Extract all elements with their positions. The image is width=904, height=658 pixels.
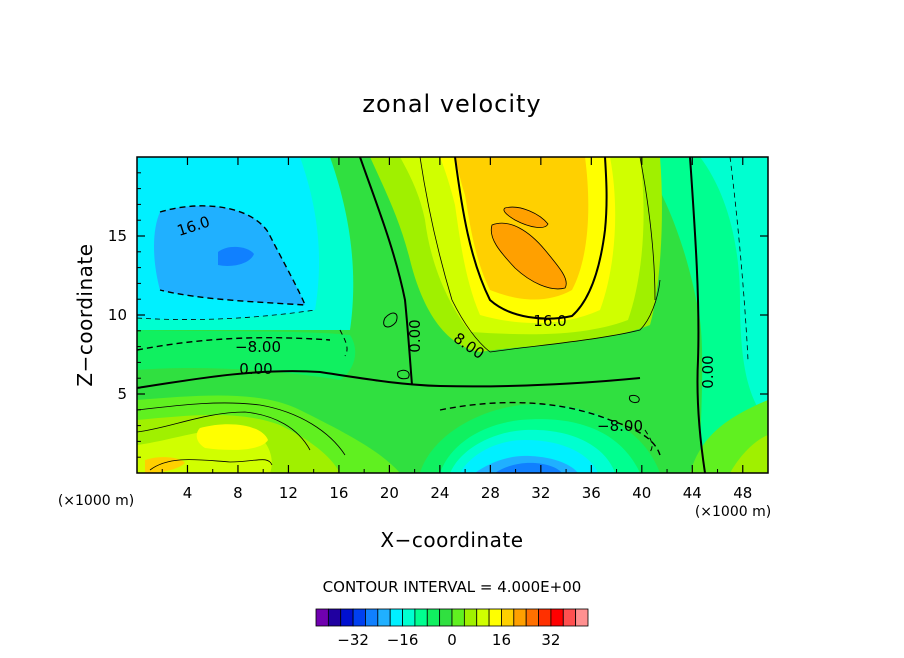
x-unit-label-right: (×1000 m)	[695, 504, 771, 520]
x-axis: 4 8 12 16 20 24 28 32 36 40 44 48	[161, 157, 752, 502]
colorbar-swatch	[525, 608, 539, 627]
contour-label: 16.0	[533, 312, 566, 330]
colorbar-swatch	[340, 608, 354, 627]
contour-fill	[137, 157, 768, 473]
colorbar-tick-label: −32	[337, 631, 369, 649]
x-tick-label: 48	[733, 484, 752, 502]
x-tick-label: 24	[430, 484, 449, 502]
colorbar-tick-label: −16	[387, 631, 419, 649]
colorbar-swatch	[426, 608, 441, 627]
x-tick-label: 32	[531, 484, 550, 502]
x-tick-label: 36	[582, 484, 601, 502]
x-tick-label: 4	[183, 484, 193, 502]
colorbar-swatch	[451, 608, 465, 627]
x-tick-label: 8	[233, 484, 243, 502]
x-unit-label-left: (×1000 m)	[58, 493, 134, 509]
y-tick-label: 5	[117, 385, 127, 403]
contour-label: −8.00	[597, 417, 643, 435]
colorbar-swatch	[439, 608, 453, 627]
colorbar-tick-label: 16	[492, 631, 511, 649]
colorbar-swatch	[377, 608, 391, 627]
x-tick-label: 40	[632, 484, 651, 502]
contour-label: −8.00	[235, 338, 281, 356]
colorbar-swatch	[550, 608, 564, 627]
x-tick-label: 44	[683, 484, 702, 502]
colorbar-tick-label: 0	[447, 631, 457, 649]
contour-label: 0.00	[239, 360, 272, 378]
contour-interval-text: CONTOUR INTERVAL = 4.000E+00	[323, 578, 582, 596]
colorbar-swatch	[315, 608, 329, 627]
chart-title: zonal velocity	[362, 90, 541, 118]
colorbar-swatch	[402, 608, 416, 627]
colorbar-swatch	[352, 608, 366, 627]
x-axis-title: X−coordinate	[380, 528, 523, 552]
colorbar-swatch	[488, 608, 502, 627]
colorbar-swatch	[365, 608, 379, 627]
colorbar: −32 −16 0 16 32	[315, 608, 589, 649]
colorbar-swatch	[414, 608, 428, 627]
colorbar-tick-label: 32	[541, 631, 560, 649]
colorbar-swatch	[389, 608, 403, 627]
contour-label: 0.00	[406, 319, 424, 352]
colorbar-swatch	[463, 608, 478, 627]
y-tick-label: 10	[108, 306, 127, 324]
y-axis: 5 10 15	[108, 172, 768, 458]
colorbar-swatch	[513, 608, 527, 627]
colorbar-swatch	[476, 608, 490, 627]
contour-lines	[137, 157, 749, 473]
colorbar-swatch	[327, 608, 342, 627]
y-tick-label: 15	[108, 227, 127, 245]
colorbar-swatch	[562, 608, 577, 627]
colorbar-swatch	[501, 608, 515, 627]
y-axis-title: Z−coordinate	[73, 243, 97, 386]
contour-label: 0.00	[699, 355, 717, 388]
x-tick-label: 16	[329, 484, 348, 502]
colorbar-swatch	[575, 608, 589, 627]
x-tick-label: 28	[481, 484, 500, 502]
colorbar-swatch	[538, 608, 552, 627]
x-tick-label: 12	[279, 484, 298, 502]
x-tick-label: 20	[380, 484, 399, 502]
